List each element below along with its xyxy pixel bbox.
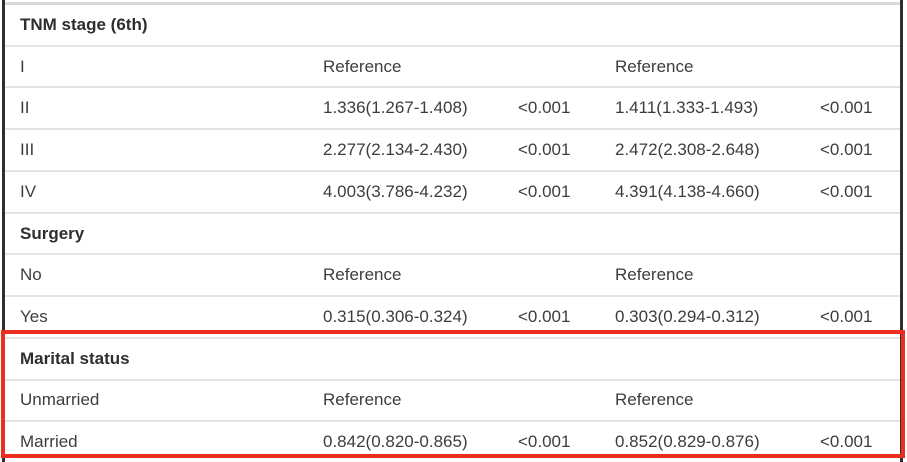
table-row: Married 0.842(0.820-0.865) <0.001 0.852(0.8… (5, 422, 900, 462)
p-value-2: <0.001 (820, 181, 873, 201)
p-value-2: <0.001 (820, 432, 873, 452)
p-value-2: <0.001 (820, 307, 873, 326)
table-row: No Reference Reference (5, 255, 900, 298)
table-top-rule (5, 2, 900, 5)
table-row: Unmarried Reference Reference (5, 381, 900, 423)
hr-ci-value-2: Reference (615, 390, 694, 410)
hr-ci-value-1: 1.336(1.267-1.408) (323, 98, 468, 118)
hr-ci-value-2: 4.391(4.138-4.660) (615, 181, 760, 201)
section-header-row: TNM stage (6th) (5, 5, 900, 47)
p-value-2: <0.001 (820, 98, 873, 118)
table-row: II 1.336(1.267-1.408) <0.001 1.411(1.333-1.… (5, 88, 900, 131)
hr-ci-value-2: 0.852(0.829-0.876) (615, 432, 760, 452)
table-row: III 2.277(2.134-2.430) <0.001 2.472(2.308-2… (5, 130, 900, 172)
hr-ci-value-2: Reference (615, 265, 694, 285)
section-header-label: Surgery (20, 223, 85, 243)
p-value-1: <0.001 (518, 307, 571, 326)
p-value-1: <0.001 (518, 140, 571, 160)
row-label: Unmarried (20, 390, 100, 410)
row-label: II (20, 98, 30, 118)
row-label: Yes (20, 307, 48, 326)
hr-ci-value-1: 2.277(2.134-2.430) (323, 140, 468, 160)
p-value-1: <0.001 (518, 432, 571, 452)
hr-ci-value-1: Reference (323, 390, 402, 410)
table-row: Yes 0.315(0.306-0.324) <0.001 0.303(0.294-0… (5, 297, 900, 339)
row-label: III (20, 140, 35, 160)
section-header-row: Marital status (5, 339, 900, 381)
hr-ci-value-1: Reference (323, 265, 402, 285)
hr-ci-value-2: Reference (615, 56, 694, 76)
row-label: I (20, 56, 25, 76)
hr-ci-value-1: 0.315(0.306-0.324) (323, 307, 468, 326)
row-label: IV (20, 181, 37, 201)
hr-ci-value-2: 2.472(2.308-2.648) (615, 140, 760, 160)
section-header-row: Surgery (5, 214, 900, 256)
hr-ci-value-1: Reference (323, 56, 402, 76)
table-row: IV 4.003(3.786-4.232) <0.001 4.391(4.138-4.… (5, 172, 900, 214)
hr-ci-value-1: 4.003(3.786-4.232) (323, 181, 468, 201)
hr-ci-value-1: 0.842(0.820-0.865) (323, 432, 468, 452)
hr-ci-value-2: 1.411(1.333-1.493) (615, 98, 759, 118)
table-rows: TNM stage (6th) I Reference Reference II 1.33… (5, 5, 900, 462)
hr-ci-value-2: 0.303(0.294-0.312) (615, 307, 760, 326)
table-row: I Reference Reference (5, 47, 900, 89)
p-value-1: <0.001 (518, 181, 571, 201)
row-label: No (20, 265, 42, 285)
p-value-1: <0.001 (518, 98, 571, 118)
row-label: Married (20, 432, 78, 452)
section-header-label: Marital status (20, 348, 130, 368)
p-value-2: <0.001 (820, 140, 873, 160)
section-header-label: TNM stage (6th) (20, 14, 148, 34)
